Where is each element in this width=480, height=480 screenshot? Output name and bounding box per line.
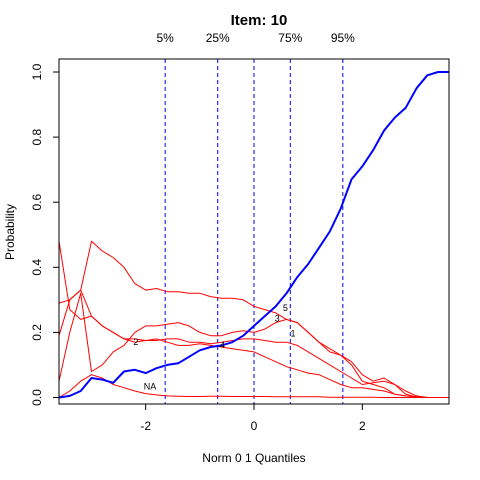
y-axis: 0.0 0.2 0.4 0.6 0.8 1.0 <box>30 63 59 406</box>
option-curve-5 <box>58 292 449 398</box>
y-tick-label: 1.0 <box>30 63 44 80</box>
curve-label: NA <box>144 382 157 392</box>
quantile-label: 25% <box>206 31 230 45</box>
y-tick-label: 0.2 <box>30 324 44 341</box>
curve-label: 5 <box>283 303 288 313</box>
y-tick-label: 0.6 <box>30 194 44 211</box>
curve-label: 4 <box>220 340 225 350</box>
option-curve-na <box>58 374 449 398</box>
x-tick-label: 2 <box>359 419 366 433</box>
x-axis: -2 0 2 <box>140 404 366 433</box>
y-tick-label: 0.4 <box>30 259 44 276</box>
x-tick-label: -2 <box>140 419 151 433</box>
option-curve-3 <box>58 241 449 398</box>
quantile-label: 95% <box>331 31 355 45</box>
chart-title: Item: 10 <box>231 12 288 29</box>
series-lines <box>58 71 449 399</box>
x-tick-label: 0 <box>251 419 258 433</box>
x-axis-title: Norm 0 1 Quantiles <box>202 451 305 465</box>
curve-label: 3 <box>275 314 280 324</box>
curve-label: 2 <box>133 337 138 347</box>
curve-label: 1 <box>290 329 295 339</box>
y-tick-label: 0.8 <box>30 128 44 145</box>
y-axis-title: Probability <box>3 204 17 260</box>
correct-option-curve <box>58 71 449 399</box>
y-tick-label: 0.0 <box>30 389 44 406</box>
quantile-label: 75% <box>278 31 302 45</box>
curve-labels: 531 2 4 NA <box>133 303 295 391</box>
quantile-label: 5% <box>156 31 174 45</box>
option-curve-1 <box>58 240 449 398</box>
